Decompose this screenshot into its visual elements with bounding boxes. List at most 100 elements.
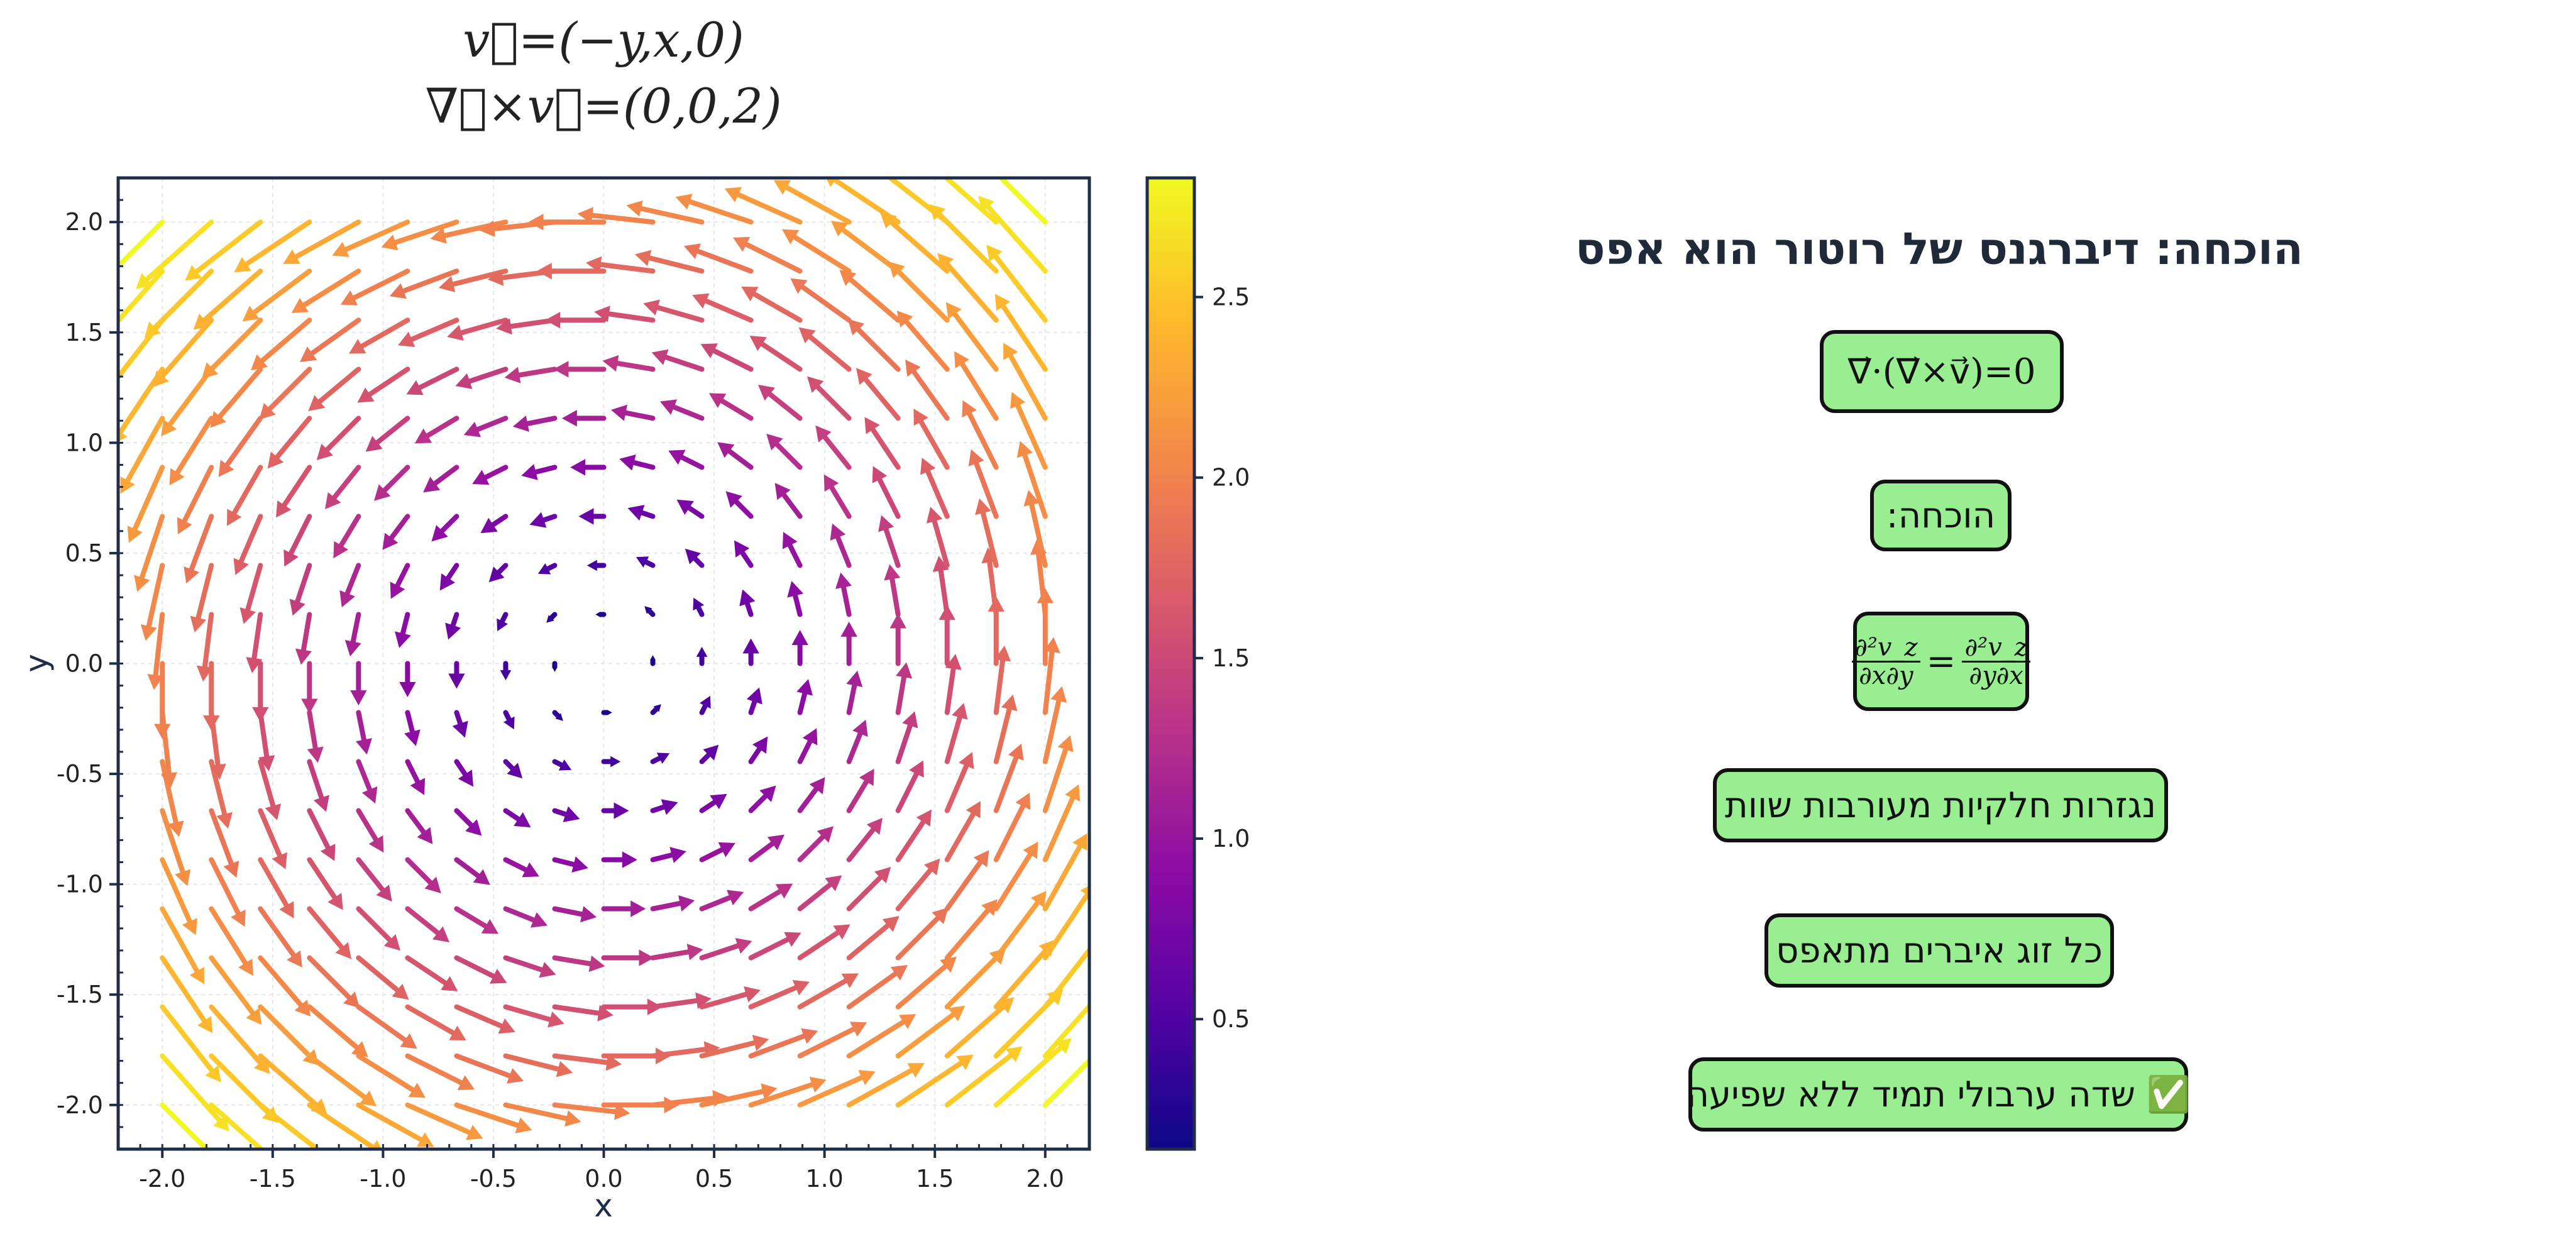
- arrow-head: [902, 711, 918, 729]
- vector-arrow: [529, 512, 558, 528]
- arrow-shaft: [895, 915, 940, 961]
- vector-arrow: [356, 1053, 426, 1098]
- vector-arrow: [699, 793, 727, 813]
- vector-arrow: [944, 850, 989, 912]
- arrow-head: [144, 321, 161, 338]
- y-tick-label: 0.5: [65, 539, 103, 567]
- arrow-shaft: [294, 219, 361, 260]
- vector-arrow: [307, 1102, 382, 1149]
- arrow-shaft: [525, 416, 558, 426]
- arrow-head: [536, 263, 552, 280]
- arrow-head: [154, 724, 171, 739]
- vector-arrow: [993, 792, 1031, 862]
- arrow-head: [921, 155, 938, 172]
- vector-arrow: [895, 1005, 966, 1059]
- arrow-shaft: [631, 460, 656, 470]
- arrow-shaft: [638, 206, 705, 225]
- arrow-shaft: [251, 268, 312, 315]
- vector-arrow: [258, 759, 282, 820]
- arrow-head: [376, 884, 392, 902]
- arrow-head: [498, 1018, 515, 1034]
- arrow-head: [864, 417, 880, 434]
- arrow-head: [279, 901, 294, 918]
- arrow-shaft: [696, 605, 705, 617]
- vector-arrow: [452, 710, 468, 738]
- arrow-head: [898, 1014, 916, 1029]
- arrow-shaft: [828, 485, 852, 519]
- arrow-head: [147, 674, 164, 690]
- arrow-head: [300, 346, 317, 362]
- arrow-head: [545, 312, 561, 329]
- arrow-shaft: [545, 563, 558, 571]
- vector-arrow: [561, 410, 607, 427]
- arrow-head: [1001, 694, 1018, 712]
- arrow-head: [449, 1025, 466, 1041]
- mixed-right-denominator: ∂y∂x: [1969, 661, 2023, 690]
- arrow-head: [661, 799, 678, 815]
- vector-arrow: [382, 514, 410, 550]
- vector-arrow: [503, 710, 515, 730]
- vector-arrow: [454, 1053, 524, 1084]
- arrow-shaft: [699, 991, 749, 1010]
- arrow-head: [127, 526, 143, 543]
- vector-arrow: [839, 270, 901, 323]
- arrow-shaft: [405, 710, 415, 734]
- arrow-head: [466, 1125, 483, 1140]
- arrow-shaft: [454, 906, 488, 929]
- vector-arrow: [978, 196, 1048, 274]
- vector-arrow: [791, 630, 808, 666]
- arrow-head: [856, 368, 872, 385]
- arrow-head: [619, 454, 636, 471]
- arrow-shaft: [132, 465, 165, 532]
- vector-arrow: [578, 508, 607, 525]
- vector-arrow: [699, 842, 735, 862]
- vector-arrow: [699, 890, 744, 912]
- arrow-head: [889, 613, 906, 629]
- vector-arrow: [503, 759, 523, 779]
- x-axis-label: x: [594, 1187, 613, 1224]
- arrow-head: [874, 866, 891, 884]
- arrow-shaft: [918, 419, 950, 470]
- arrow-head: [896, 662, 913, 679]
- arrow-head: [182, 918, 197, 935]
- arrow-shaft: [740, 550, 754, 568]
- arrow-shaft: [503, 955, 544, 972]
- arrow-head: [669, 847, 686, 863]
- colorbar-tick-label: 2.5: [1212, 284, 1250, 311]
- vector-arrow: [993, 694, 1018, 764]
- arrow-shaft: [797, 978, 849, 1010]
- vector-arrow: [594, 306, 656, 323]
- vector-arrow: [601, 900, 646, 917]
- arrow-shaft: [202, 612, 214, 669]
- vector-arrow: [699, 695, 711, 715]
- vector-arrow: [307, 1004, 368, 1057]
- arrow-head: [190, 615, 207, 633]
- arrow-shaft: [650, 949, 691, 961]
- arrow-shaft: [1022, 453, 1048, 519]
- arrow-head: [267, 451, 284, 469]
- vector-arrow: [846, 719, 868, 764]
- arrow-head: [480, 517, 498, 534]
- arrow-shaft: [503, 906, 536, 923]
- arrow-shaft: [980, 510, 999, 568]
- arrow-shaft: [503, 857, 529, 873]
- arrow-shaft: [846, 874, 883, 912]
- arrow-head: [226, 509, 242, 526]
- arrow-head: [1072, 833, 1087, 851]
- arrow-shaft: [686, 505, 705, 519]
- arrow-head: [896, 310, 913, 328]
- arrow-shaft: [160, 1004, 214, 1073]
- arrow-shaft: [1042, 945, 1089, 1010]
- arrow-shaft: [503, 808, 521, 822]
- vector-arrow: [169, 416, 214, 486]
- x-tick-label: 0.0: [585, 1165, 622, 1193]
- arrow-shaft: [647, 255, 705, 274]
- arrow-shaft: [993, 900, 1040, 961]
- arrow-head: [890, 965, 908, 981]
- arrow-shaft: [503, 1053, 561, 1072]
- arrow-shaft: [1042, 698, 1062, 764]
- vector-arrow: [847, 319, 901, 372]
- vector-arrow: [650, 992, 712, 1010]
- arrow-shaft: [1001, 304, 1048, 372]
- arrow-head: [445, 622, 461, 640]
